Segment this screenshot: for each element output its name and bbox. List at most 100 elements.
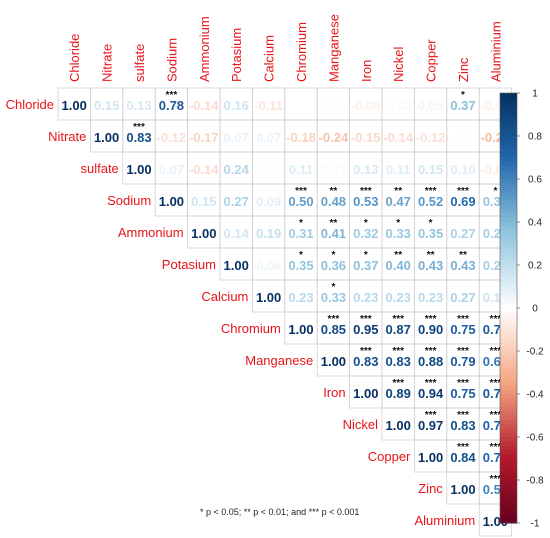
colorbar-segment: [500, 243, 517, 249]
cell-value: 0.35: [418, 226, 443, 241]
cell-value: -0.14: [189, 98, 219, 113]
colorbar-segment: [500, 346, 517, 352]
cell-value: 0.32: [353, 226, 378, 241]
significance-star: ***: [425, 410, 437, 421]
cell-value: 1.00: [62, 98, 87, 113]
significance-star: ***: [490, 314, 502, 325]
significance-star: ***: [392, 378, 404, 389]
cell-value: 0.40: [386, 258, 411, 273]
significance-note: * p < 0.05; ** p < 0.01; and *** p < 0.0…: [200, 507, 359, 517]
colorbar-segment: [500, 299, 517, 305]
colorbar-segment: [500, 454, 517, 460]
cell-value: 1.00: [321, 354, 346, 369]
colorbar-tick-label: -0.2: [526, 347, 544, 358]
colorbar-segment: [500, 179, 517, 184]
cell-value: 0.15: [418, 162, 443, 177]
cell-value: 0.83: [450, 418, 475, 433]
cell-value: 0.13: [353, 162, 378, 177]
significance-star: ***: [490, 474, 502, 485]
significance-star: *: [396, 218, 400, 229]
significance-star: ***: [360, 314, 372, 325]
cell-value: -0.11: [254, 98, 283, 113]
colorbar-tick-label: -0.4: [526, 390, 544, 401]
colorbar-segment: [500, 265, 517, 270]
cell-value: 0.35: [288, 258, 313, 273]
colorbar-segment: [500, 359, 517, 365]
cell-value: 0.06: [256, 258, 281, 273]
cell-value: 1.00: [126, 162, 151, 177]
cell-value: 0.23: [418, 290, 443, 305]
cell-value: 0.41: [321, 226, 346, 241]
row-label: Nitrate: [48, 129, 86, 144]
colorbar-segment: [500, 484, 517, 490]
significance-star: *: [461, 90, 465, 101]
colorbar-segment: [500, 338, 517, 343]
significance-star: *: [331, 282, 335, 293]
colorbar-tick-label: 0: [532, 304, 538, 315]
colorbar-segment: [500, 153, 517, 159]
significance-star: ***: [457, 378, 469, 389]
colorbar-segment: [500, 441, 517, 447]
cell-value: 0.75: [450, 322, 475, 337]
row-label: Aluminium: [415, 513, 476, 528]
colorbar-segment: [500, 514, 517, 520]
significance-star: *: [364, 218, 368, 229]
colorbar-segment: [500, 161, 517, 167]
colorbar-segment: [500, 385, 517, 391]
significance-star: ***: [457, 410, 469, 421]
colorbar-segment: [500, 187, 517, 193]
cell-value: -0.18: [286, 130, 316, 145]
column-label: Chloride: [67, 34, 82, 82]
significance-star: ***: [360, 346, 372, 357]
significance-star: **: [394, 186, 402, 197]
row-label: Ammonium: [118, 225, 184, 240]
colorbar-segment: [500, 204, 517, 210]
colorbar-segment: [500, 471, 517, 477]
colorbar-segment: [500, 312, 517, 318]
row-label: Chloride: [6, 97, 54, 112]
cell-value: 0.23: [288, 290, 313, 305]
colorbar-segment: [500, 213, 517, 219]
colorbar-segment: [500, 415, 517, 421]
colorbar-segment: [500, 157, 517, 163]
colorbar-segment: [500, 467, 517, 472]
cell-value: -0.14: [189, 162, 219, 177]
colorbar-segment: [500, 368, 517, 374]
colorbar-tick-label: 0.8: [528, 132, 542, 143]
cell-value: 0.43: [418, 258, 443, 273]
significance-star: ***: [425, 314, 437, 325]
colorbar-segment: [500, 114, 517, 120]
cell-value: 0.27: [224, 194, 249, 209]
cell-value: -0.03: [383, 98, 413, 113]
significance-star: *: [331, 250, 335, 261]
significance-star: ***: [457, 186, 469, 197]
colorbar-segment: [500, 93, 517, 98]
cell-value: 0.13: [126, 98, 151, 113]
colorbar-segment: [500, 402, 517, 408]
cell-value: 1.00: [256, 290, 281, 305]
column-label: Nickel: [391, 46, 406, 82]
significance-star: ***: [490, 378, 502, 389]
significance-star: ***: [166, 90, 178, 101]
significance-star: ***: [490, 410, 502, 421]
significance-star: *: [364, 250, 368, 261]
colorbar-segment: [500, 217, 517, 223]
column-label: Zinc: [456, 57, 471, 82]
significance-star: ***: [328, 314, 340, 325]
colorbar-segment: [500, 320, 517, 326]
colorbar-segment: [500, 200, 517, 206]
column-labels: Chloride Nitrate sulfate Sodium Ammonium Pota…: [67, 14, 503, 82]
colorbar-segment: [500, 406, 517, 412]
colorbar-tick-label: -0.6: [526, 433, 544, 444]
colorbar-segment: [500, 295, 517, 300]
colorbar-segment: [500, 222, 517, 227]
colorbar-segment: [500, 475, 517, 481]
significance-stars: *** ******* ** *** ** *** *** ** ** * * ** * * ** ** ***…: [133, 90, 501, 485]
colorbar-segment: [500, 398, 517, 404]
colorbar-segment: [500, 196, 517, 202]
colorbar-segment: [500, 492, 517, 498]
colorbar-segment: [500, 144, 517, 150]
row-label: Nickel: [343, 417, 379, 432]
grid-cells: [57, 87, 513, 537]
cell-value: 0.05: [418, 98, 443, 113]
